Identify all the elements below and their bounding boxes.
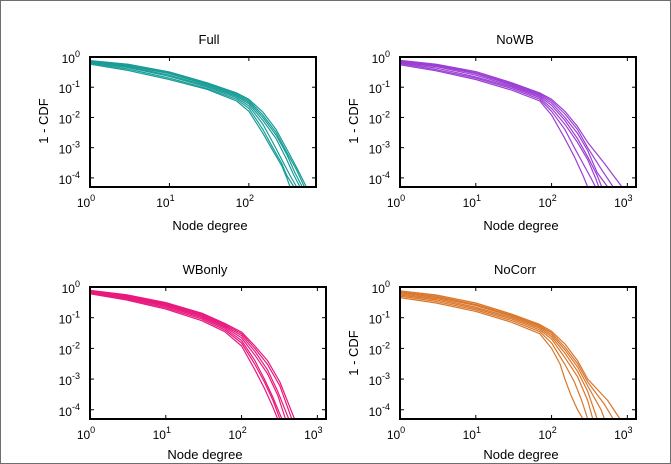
series-line-7 — [399, 59, 623, 188]
panel-nocorr: NoCorr 1 - CDF Node degree 100 101 102 1031… — [346, 262, 637, 462]
series-line-6 — [399, 291, 614, 420]
x-axis-label: Node degree — [167, 447, 242, 462]
series-line-5 — [399, 60, 609, 188]
plot-area-wbonly: 100 101 102 103 100 10-1 10-2 10-3 10-4 — [59, 279, 327, 442]
y-tick-label: 10-3 — [59, 140, 80, 157]
series-line-2 — [89, 292, 281, 420]
panel-title: NoWB — [496, 32, 534, 47]
x-axis-label: Node degree — [483, 447, 558, 462]
y-tick-label: 10-4 — [369, 170, 390, 187]
series-line-2 — [89, 62, 295, 188]
y-tick-label: 100 — [372, 49, 390, 66]
y-tick-label: 10-3 — [369, 140, 390, 157]
panel-wbonly: WBonly Node degree 100 101 102 10310010-110… — [59, 262, 327, 462]
x-axis-label: Node degree — [172, 218, 247, 233]
x-tick-label: 100 — [387, 193, 405, 210]
x-tick-label: 101 — [153, 425, 171, 442]
plot-area-nowb: 100 101 102 103 100 10-1 10-2 10-3 10-4 — [369, 49, 637, 210]
y-tick-label: 100 — [62, 49, 80, 66]
x-tick-label: 103 — [614, 425, 632, 442]
y-tick-label: 10-1 — [369, 79, 390, 96]
series-line-1 — [399, 64, 589, 188]
y-tick-label: 10-3 — [369, 371, 390, 388]
series-line-1 — [89, 293, 279, 420]
axes-box — [89, 286, 327, 420]
panel-nowb: NoWB 1 - CDF Node degree 100 101 102 103100… — [346, 32, 637, 233]
axes-box — [89, 56, 317, 188]
x-tick-label: 100 — [387, 425, 405, 442]
series-line-7 — [89, 289, 296, 420]
axes-box — [399, 56, 637, 188]
x-tick-label: 102 — [538, 193, 556, 210]
y-tick-label: 100 — [62, 279, 80, 296]
series-line-1 — [89, 63, 291, 188]
x-tick-label: 102 — [236, 193, 254, 210]
series-line-1 — [399, 297, 584, 420]
y-tick-label: 10-1 — [59, 79, 80, 96]
y-tick-label: 10-3 — [59, 371, 80, 388]
x-tick-label: 100 — [77, 425, 95, 442]
y-tick-label: 10-2 — [59, 340, 80, 357]
panel-title: NoCorr — [494, 262, 537, 277]
plot-area-full: 100 101 102 100 10-1 10-2 10-3 10-4 — [59, 49, 317, 210]
series-line-3 — [399, 62, 600, 188]
y-axis-label: 1 - CDF — [346, 330, 361, 376]
y-tick-label: 10-1 — [59, 310, 80, 327]
series-line-7 — [89, 60, 307, 188]
series-line-6 — [89, 290, 293, 420]
y-tick-label: 10-4 — [59, 402, 80, 419]
series-line-3 — [89, 291, 283, 420]
series-line-2 — [399, 63, 597, 188]
series-line-3 — [399, 294, 594, 420]
x-tick-label: 101 — [463, 425, 481, 442]
panel-title: WBonly — [183, 262, 228, 277]
series-line-6 — [89, 60, 305, 188]
x-axis-label: Node degree — [483, 218, 558, 233]
series-line-4 — [399, 61, 603, 188]
x-tick-label: 103 — [614, 193, 632, 210]
panel-title: Full — [199, 32, 220, 47]
x-tick-label: 101 — [156, 193, 174, 210]
series-line-4 — [399, 293, 598, 420]
axes-box — [399, 286, 637, 420]
y-axis-label: 1 - CDF — [36, 98, 51, 144]
series-line-3 — [89, 62, 298, 188]
series-line-4 — [89, 61, 301, 188]
y-tick-label: 10-2 — [369, 109, 390, 126]
x-tick-label: 102 — [538, 425, 556, 442]
series-line-7 — [399, 290, 621, 420]
series-line-2 — [399, 295, 589, 420]
y-tick-label: 10-2 — [369, 340, 390, 357]
y-tick-label: 10-4 — [369, 402, 390, 419]
plot-area-nocorr: 100 101 102 103 100 10-1 10-2 10-3 10-4 — [369, 279, 637, 442]
series-line-4 — [89, 291, 287, 420]
x-tick-label: 100 — [77, 193, 95, 210]
series-line-6 — [399, 60, 614, 188]
x-tick-label: 102 — [228, 425, 246, 442]
x-tick-label: 103 — [304, 425, 322, 442]
y-tick-label: 10-2 — [59, 109, 80, 126]
y-tick-label: 100 — [372, 279, 390, 296]
series-line-5 — [89, 290, 290, 420]
y-axis-label: 1 - CDF — [346, 98, 361, 144]
series-line-5 — [89, 60, 303, 188]
y-tick-label: 10-4 — [59, 170, 80, 187]
y-tick-label: 10-1 — [369, 310, 390, 327]
x-tick-label: 101 — [463, 193, 481, 210]
series-line-5 — [399, 292, 606, 420]
panel-full: Full 1 - CDF Node degree 100 101 102 100 10-… — [36, 32, 317, 233]
